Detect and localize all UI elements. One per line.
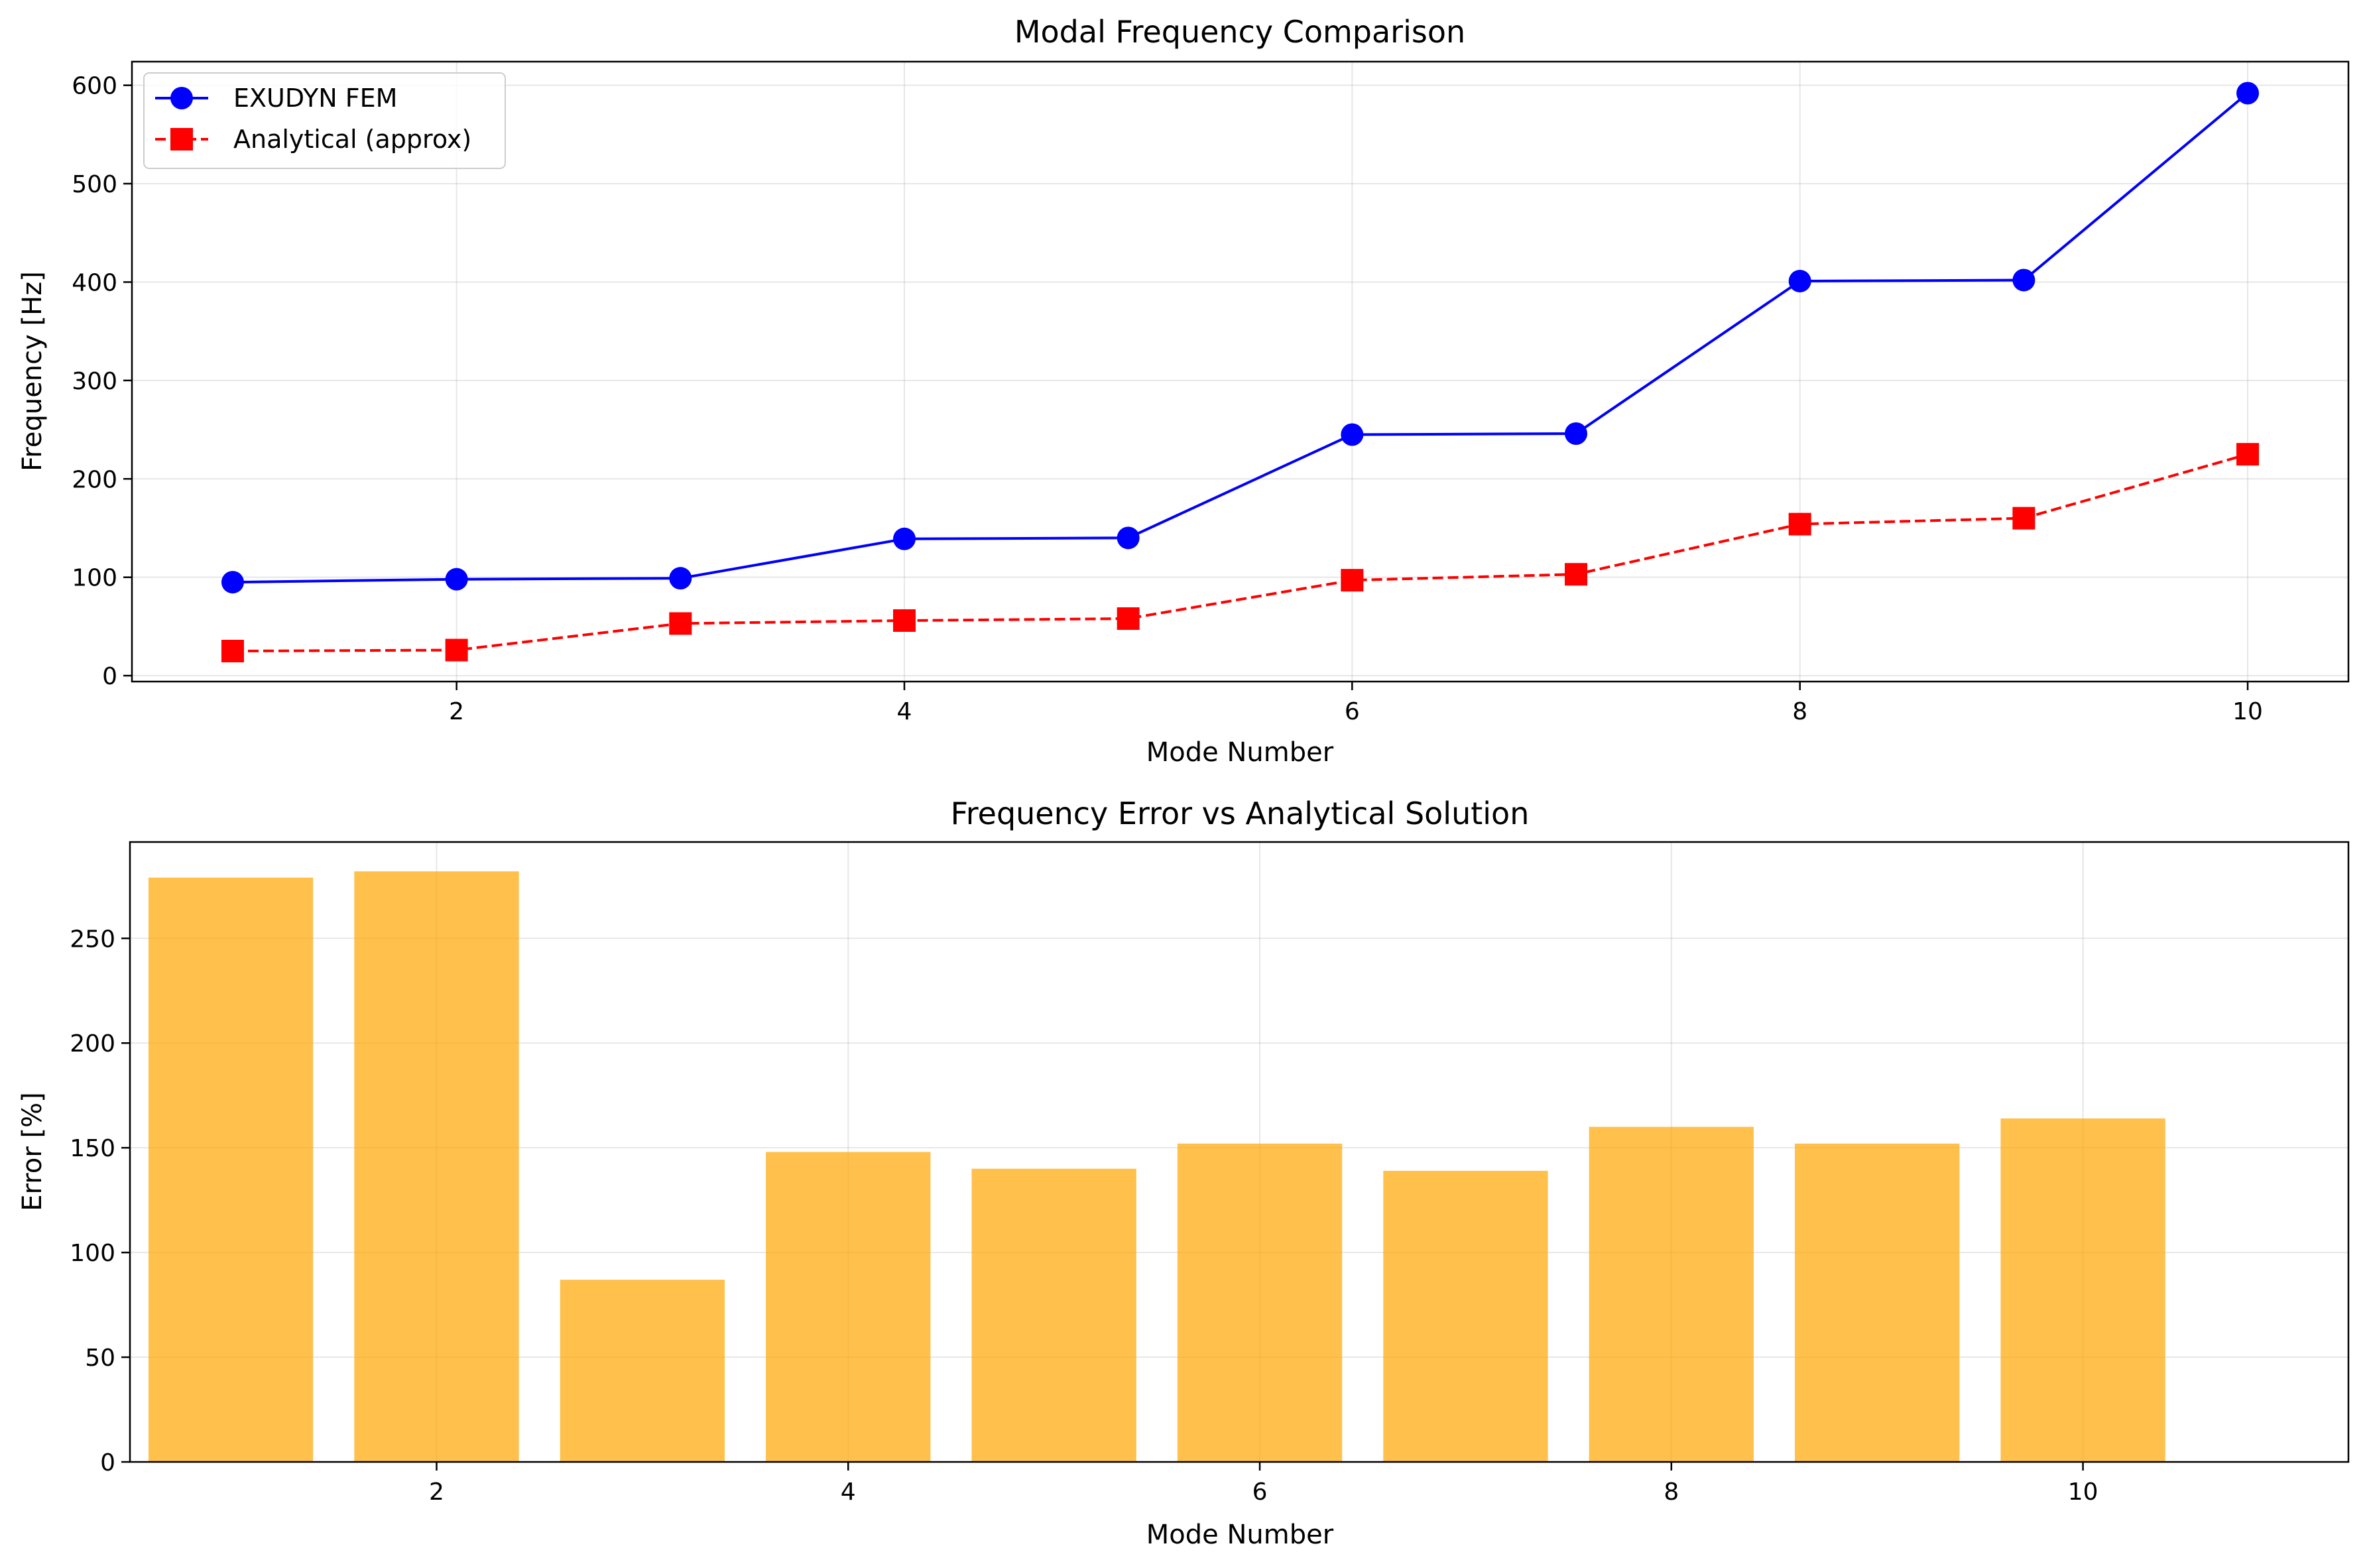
fem-point (1565, 422, 1588, 445)
legend-item-fem: EXUDYN FEM (155, 84, 397, 113)
analytical-point (1565, 563, 1588, 586)
legend-marker-circle (170, 87, 193, 109)
analytical-point (1341, 569, 1364, 592)
analytical-point (221, 639, 244, 662)
error-bar (1795, 1143, 1960, 1462)
1-x-tick-label: 8 (1664, 1478, 1679, 1506)
0-y-tick-label: 400 (72, 269, 117, 296)
error-bar (354, 871, 519, 1462)
legend-marker-square (170, 128, 193, 151)
bottom-x-axis-label: Mode Number (1146, 1520, 1334, 1550)
1-y-tick-label: 50 (85, 1345, 115, 1372)
bottom-plot-frame (129, 841, 2350, 1463)
0-y-tick-label: 500 (72, 171, 117, 198)
1-y-tick-label: 200 (70, 1030, 115, 1057)
legend: EXUDYN FEM Analytical (approx) (143, 72, 506, 169)
legend-label-analytical: Analytical (approx) (233, 125, 471, 154)
fem-point (2236, 82, 2260, 105)
error-bar (766, 1152, 931, 1462)
fem-point (669, 567, 692, 590)
1-y-tick-label: 250 (70, 926, 115, 953)
error-bar (1383, 1170, 1548, 1462)
top-x-axis-label: Mode Number (1146, 737, 1334, 768)
error-bar (1177, 1143, 1343, 1462)
0-x-tick-label: 10 (2232, 698, 2263, 725)
analytical-point (2012, 507, 2035, 530)
analytical-point (892, 609, 916, 632)
top-grid (132, 62, 2348, 682)
1-x-tick-label: 10 (2068, 1478, 2098, 1506)
fem-point (1341, 423, 1364, 446)
analytical-point (1117, 607, 1140, 631)
legend-item-analytical: Analytical (approx) (155, 125, 471, 154)
0-y-tick-label: 0 (102, 663, 117, 690)
analytical-point (2236, 443, 2260, 466)
legend-box (143, 72, 506, 169)
top-series (221, 82, 2260, 662)
fem-point (221, 571, 244, 594)
0-x-tick-label: 4 (897, 698, 912, 725)
series-line-analytical (232, 453, 2248, 652)
analytical-point (445, 638, 468, 662)
1-y-tick-label: 150 (70, 1135, 115, 1162)
series-line-fem (232, 91, 2249, 584)
fem-point (1117, 526, 1140, 550)
1-x-tick-label: 4 (841, 1478, 856, 1506)
top-chart-title: Modal Frequency Comparison (1014, 14, 1465, 50)
error-bar (971, 1168, 1136, 1462)
bottom-chart-title: Frequency Error vs Analytical Solution (951, 796, 1530, 831)
1-y-tick-label: 100 (70, 1240, 115, 1267)
bottom-bars (148, 871, 2165, 1462)
legend-label-fem: EXUDYN FEM (233, 84, 397, 113)
1-y-tick-label: 0 (100, 1449, 115, 1477)
fem-point (892, 527, 916, 550)
error-bar (2000, 1118, 2165, 1462)
top-y-axis-label: Frequency [Hz] (17, 271, 48, 471)
0-y-tick-label: 200 (72, 466, 117, 493)
fem-point (2012, 269, 2035, 292)
0-x-tick-label: 2 (449, 698, 464, 725)
1-x-tick-label: 2 (429, 1478, 444, 1506)
0-y-tick-label: 300 (72, 368, 117, 395)
0-x-tick-label: 6 (1345, 698, 1360, 725)
0-x-tick-label: 8 (1792, 698, 1807, 725)
analytical-point (1788, 513, 1811, 536)
error-bar (560, 1280, 725, 1462)
error-bar (1589, 1126, 1754, 1462)
bottom-y-axis-label: Error [%] (17, 1092, 48, 1211)
0-y-tick-label: 600 (72, 73, 117, 100)
error-bar (148, 877, 314, 1462)
analytical-point (669, 612, 692, 635)
fem-point (445, 568, 468, 591)
0-y-tick-label: 100 (72, 565, 117, 592)
top-plot-frame (131, 60, 2350, 683)
fem-point (1788, 269, 1811, 292)
1-x-tick-label: 6 (1252, 1478, 1268, 1506)
